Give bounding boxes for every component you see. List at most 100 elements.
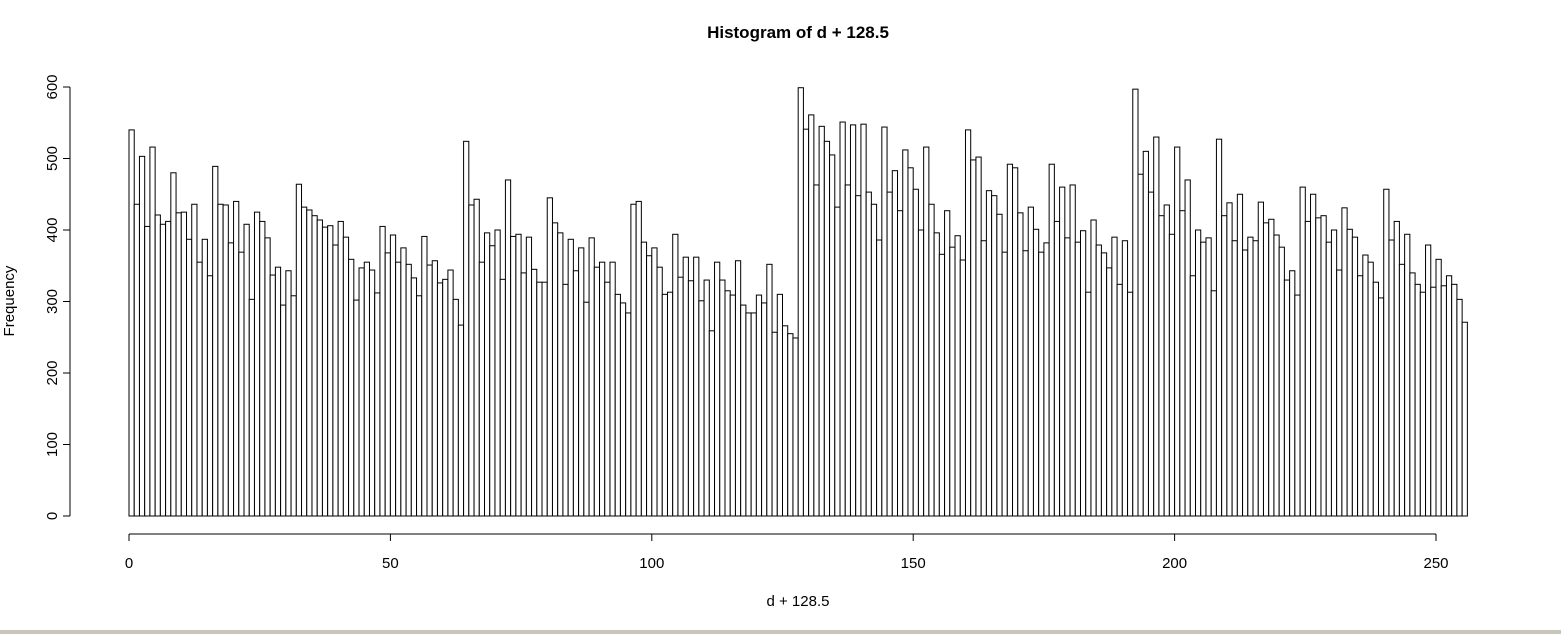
bar: [891, 170, 899, 517]
bar: [750, 312, 757, 517]
bar: [227, 242, 235, 517]
bar: [1226, 202, 1233, 517]
bar: [651, 247, 658, 517]
bar: [787, 333, 794, 517]
bar: [666, 291, 674, 517]
bar: [133, 203, 140, 517]
bar: [902, 149, 909, 517]
bar: [170, 172, 177, 517]
bar: [233, 200, 240, 517]
bar: [944, 210, 951, 517]
bar: [1273, 234, 1280, 517]
bar: [186, 238, 193, 517]
bar: [274, 266, 282, 517]
bar: [1242, 249, 1249, 517]
bar: [813, 184, 820, 517]
bar: [416, 295, 423, 517]
bar: [144, 225, 151, 517]
bar: [1409, 272, 1416, 517]
bar: [771, 331, 778, 517]
bar: [191, 203, 198, 517]
x-tick-label: 50: [382, 555, 399, 572]
bar: [1262, 222, 1270, 517]
bar: [1252, 240, 1259, 517]
bar: [860, 123, 867, 517]
bar: [253, 211, 261, 517]
bar: [782, 325, 789, 517]
bar: [677, 276, 684, 517]
bar: [583, 301, 590, 517]
bar: [1189, 275, 1197, 517]
bar: [259, 220, 266, 517]
bar: [463, 140, 470, 517]
bar: [630, 203, 637, 517]
x-tick-label: 150: [901, 555, 926, 572]
bar: [766, 263, 773, 517]
bar: [1310, 193, 1317, 517]
bar: [1383, 188, 1390, 517]
bar: [881, 126, 888, 517]
bar: [452, 298, 459, 517]
bar: [635, 200, 642, 517]
bar: [541, 281, 548, 517]
bar: [1393, 220, 1400, 517]
bar: [1336, 269, 1343, 517]
bar: [1320, 215, 1327, 517]
bar: [1294, 294, 1301, 517]
bar: [729, 294, 736, 517]
bar: [1315, 217, 1322, 517]
bar: [745, 312, 752, 517]
bar: [1043, 242, 1050, 517]
bar: [1430, 286, 1437, 517]
bar: [578, 247, 585, 517]
bar: [1289, 270, 1296, 517]
bar: [870, 203, 878, 517]
x-axis-label: d + 128.5: [767, 593, 830, 610]
bar: [1414, 283, 1421, 517]
bar: [834, 206, 841, 517]
bar: [1064, 237, 1071, 517]
bar: [180, 211, 188, 517]
bar: [149, 146, 156, 517]
bar: [379, 225, 386, 517]
bar: [400, 247, 407, 517]
bar: [855, 195, 862, 517]
bar: [557, 232, 564, 517]
bar: [389, 234, 397, 517]
bar: [1451, 283, 1458, 517]
bar: [975, 156, 982, 517]
bar: [980, 240, 987, 517]
bar: [1006, 163, 1014, 517]
bar: [1147, 191, 1155, 517]
bar: [1059, 186, 1066, 517]
bar: [1351, 236, 1359, 517]
bar: [238, 251, 245, 517]
bar: [1038, 251, 1045, 517]
bar: [964, 129, 972, 517]
bar: [332, 244, 339, 517]
bar: [1372, 281, 1379, 517]
bar: [243, 223, 250, 517]
bar: [1325, 241, 1332, 517]
bar: [1445, 275, 1453, 517]
bar: [1053, 220, 1061, 517]
bar: [447, 269, 454, 517]
bar: [212, 165, 219, 517]
bar: [1456, 298, 1463, 517]
bar: [724, 290, 731, 517]
bar: [206, 275, 214, 517]
bar: [196, 261, 203, 517]
bar: [1362, 254, 1369, 517]
bar: [1440, 285, 1447, 517]
bar: [1179, 210, 1186, 517]
bar: [154, 214, 161, 517]
bar: [928, 203, 935, 517]
window-edge: [0, 630, 1561, 634]
bar: [269, 274, 276, 517]
bar: [1388, 239, 1395, 517]
y-tick-label: 100: [44, 432, 61, 457]
bar: [175, 212, 182, 517]
bar: [954, 235, 961, 517]
bar: [1079, 230, 1087, 517]
